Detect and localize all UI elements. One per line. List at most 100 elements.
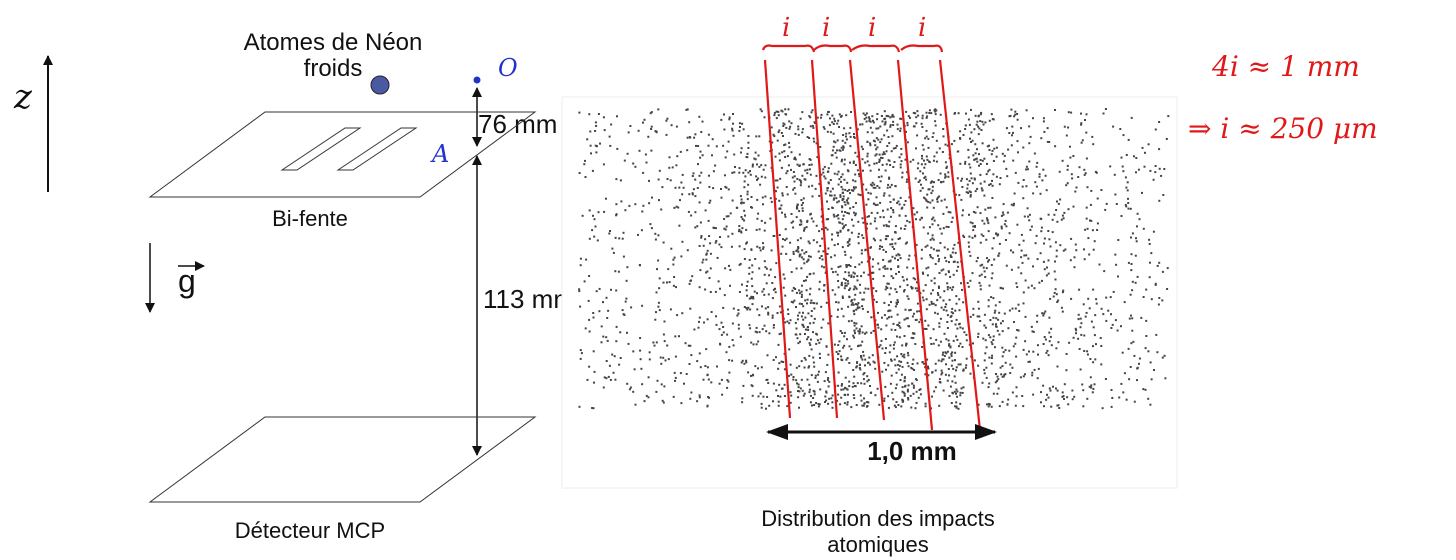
impact-dot [1018, 310, 1020, 312]
impact-dot [1070, 112, 1072, 114]
impact-dot [995, 304, 997, 306]
impact-dot [832, 407, 834, 409]
impact-dot [850, 136, 852, 138]
impact-dot [898, 325, 900, 327]
impact-dot [1117, 239, 1119, 241]
impact-dot [1144, 152, 1146, 154]
impact-dot [994, 312, 996, 314]
impact-dot [895, 387, 897, 389]
impact-dot [580, 349, 582, 351]
impact-dot [891, 329, 893, 331]
impact-dot [983, 124, 985, 126]
impact-dot [899, 130, 901, 132]
impact-dot [898, 271, 900, 273]
impact-dot [853, 288, 855, 290]
impact-dot [763, 294, 765, 296]
impact-dot [1082, 405, 1084, 407]
impact-dot [831, 268, 833, 270]
impact-dot [940, 318, 942, 320]
impact-dot [1086, 218, 1088, 220]
impact-dot [689, 398, 691, 400]
impact-dot [958, 298, 960, 300]
impact-dot [694, 195, 696, 197]
impact-dot [917, 303, 919, 305]
impact-dot [686, 373, 688, 375]
impact-dot [955, 389, 957, 391]
impact-dot [1080, 124, 1082, 126]
impact-dot [837, 120, 839, 122]
impact-dot [840, 389, 842, 391]
impact-dot [836, 201, 838, 203]
impact-dot [964, 161, 966, 163]
impact-dot [711, 154, 713, 156]
impact-dot [756, 327, 758, 329]
impact-dot [876, 196, 878, 198]
impact-dot [779, 396, 781, 398]
impact-dot [803, 326, 805, 328]
impact-dot [1013, 115, 1015, 117]
impact-dot [841, 282, 843, 284]
impact-dot [945, 303, 947, 305]
impact-dot [1117, 276, 1119, 278]
impact-dot [714, 165, 716, 167]
impact-dot [1009, 364, 1011, 366]
impact-dot [834, 344, 836, 346]
impact-dot [921, 346, 923, 348]
impact-dot [999, 301, 1001, 303]
impact-dot [1092, 229, 1094, 231]
impact-dot [823, 285, 825, 287]
impact-dot [931, 301, 933, 303]
impact-dot [842, 347, 844, 349]
impact-dot [719, 344, 721, 346]
impact-dot [651, 111, 653, 113]
impact-dot [981, 220, 983, 222]
impact-dot [921, 249, 923, 251]
impact-dot [1032, 192, 1034, 194]
impact-dot [893, 348, 895, 350]
impact-dot [861, 341, 863, 343]
impact-dot [867, 405, 869, 407]
impact-dot [765, 307, 767, 309]
impact-dot [926, 207, 928, 209]
impact-dot [873, 238, 875, 240]
impact-dot [996, 147, 998, 149]
impact-dot [1067, 165, 1069, 167]
impact-dot [881, 176, 883, 178]
impact-dot [740, 195, 742, 197]
impact-dot [853, 322, 855, 324]
impact-dot [812, 331, 814, 333]
impact-dot [801, 315, 803, 317]
impact-dot [675, 164, 677, 166]
impact-dot [947, 286, 949, 288]
impact-dot [743, 210, 745, 212]
impact-dot [732, 339, 734, 341]
impact-dot [982, 338, 984, 340]
impact-dot [1130, 366, 1132, 368]
impact-dot [741, 284, 743, 286]
impact-dot [669, 156, 671, 158]
impact-dot [673, 396, 675, 398]
impact-dot [883, 134, 885, 136]
impact-dot [1130, 208, 1132, 210]
impact-dot [888, 310, 890, 312]
impact-dot [896, 303, 898, 305]
impact-dot [704, 238, 706, 240]
impact-dot [1137, 276, 1139, 278]
impact-dot [1024, 373, 1026, 375]
impact-dot [793, 300, 795, 302]
impact-dot [1114, 254, 1116, 256]
impact-dot [950, 386, 952, 388]
impact-dot [808, 186, 810, 188]
impact-dot [632, 391, 634, 393]
impact-dot [855, 309, 857, 311]
impact-dot [1052, 386, 1054, 388]
impact-dot [885, 170, 887, 172]
impact-dot [1036, 186, 1038, 188]
impact-dot [802, 390, 804, 392]
impact-dot [666, 134, 668, 136]
impact-dot [889, 293, 891, 295]
impact-dot [771, 126, 773, 128]
impact-dot [1033, 331, 1035, 333]
impact-dot [785, 216, 787, 218]
impact-dot [700, 222, 702, 224]
